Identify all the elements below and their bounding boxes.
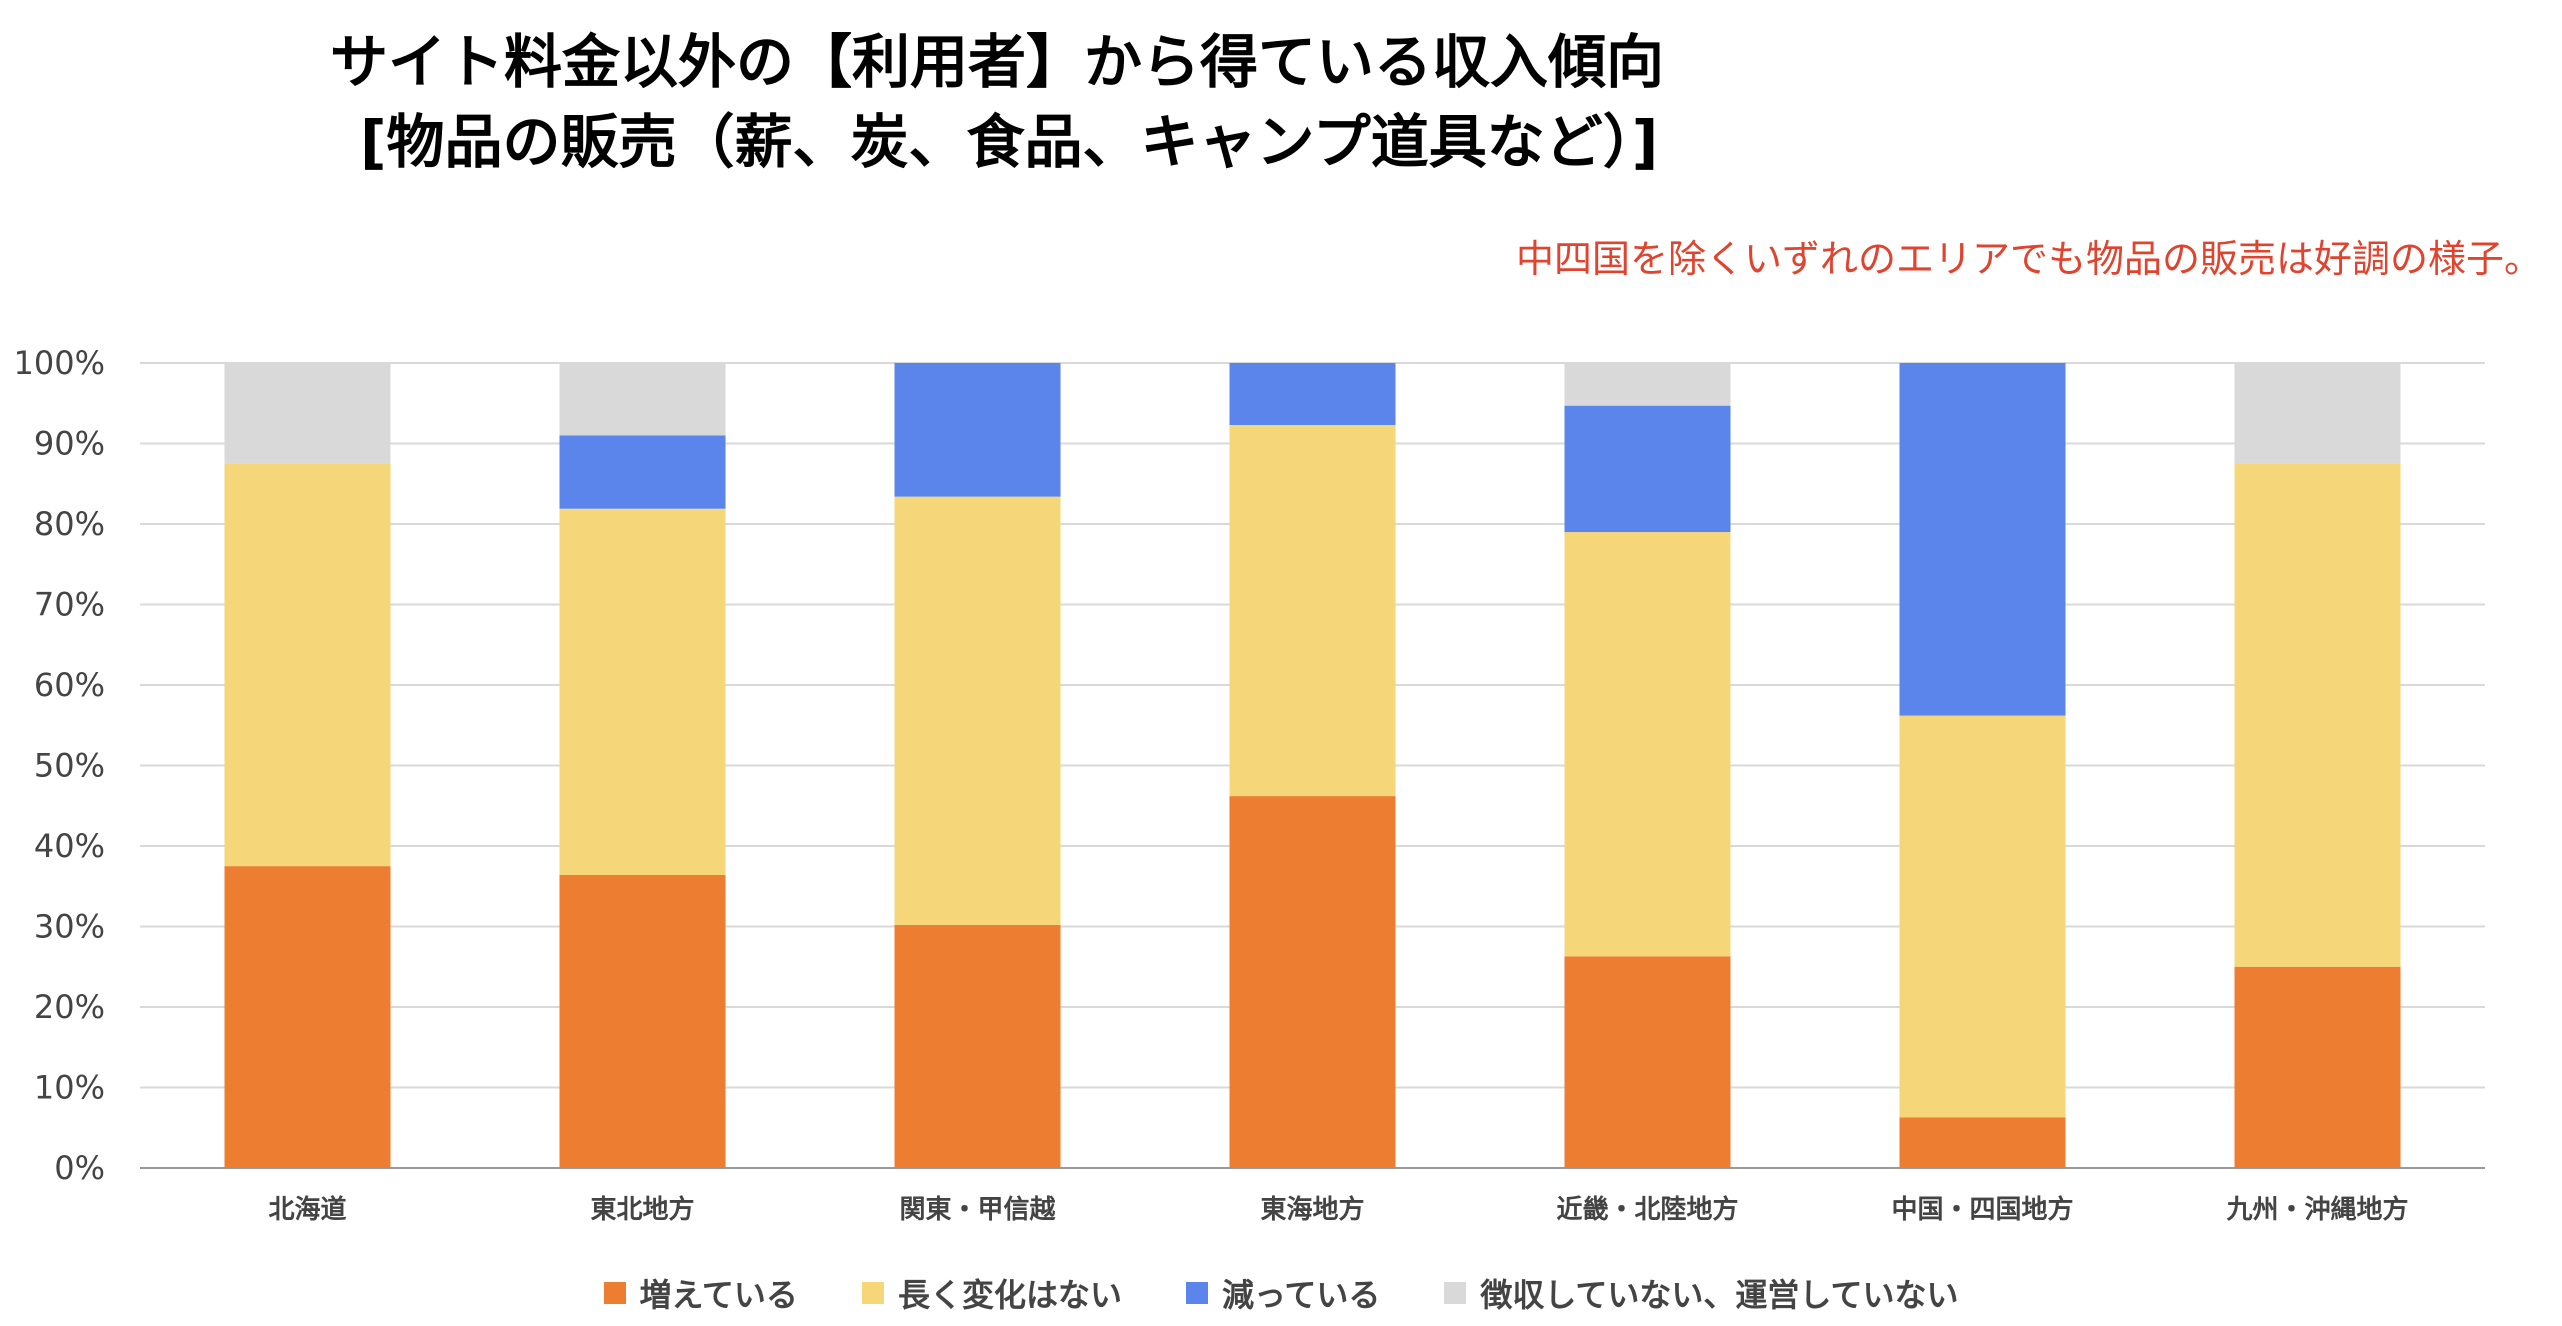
legend-swatch	[1444, 1282, 1467, 1304]
chart-title-line2: [物品の販売（薪、炭、食品、キャンプ道具など）]	[360, 108, 1659, 176]
bar-segment	[1229, 424, 1396, 797]
y-tick-label: 50%	[34, 747, 105, 785]
bar-segment	[559, 874, 726, 1168]
chart-legend: 増えている 長く変化はない 減っている 徴収していない、運営していない	[0, 1270, 2562, 1316]
legend-item: 徴収していない、運営していない	[1444, 1270, 1958, 1316]
bar-segment	[2234, 966, 2401, 1168]
legend-swatch	[861, 1282, 884, 1304]
x-tick-label: 東北地方	[590, 1194, 694, 1225]
bar-segment	[559, 435, 726, 509]
bar-segment	[224, 363, 391, 464]
bar-segment	[559, 508, 726, 875]
x-tick-label: 東海地方	[1260, 1194, 1364, 1225]
bar-segment	[1564, 363, 1731, 406]
y-tick-label: 40%	[34, 827, 105, 865]
bar-segment	[1564, 956, 1731, 1168]
x-tick-label: 近畿・北陸地方	[1556, 1194, 1738, 1225]
bar-segment	[1229, 363, 1396, 425]
bar-segment	[224, 463, 391, 867]
y-tick-label: 20%	[34, 988, 105, 1026]
x-tick-label: 中国・四国地方	[1891, 1194, 2073, 1225]
legend-label: 減っている	[1221, 1276, 1381, 1314]
legend-swatch	[603, 1282, 626, 1304]
x-tick-label: 関東・甲信越	[899, 1195, 1056, 1225]
bar-segment	[1564, 405, 1731, 533]
stacked-bar-chart: 0% 10% 20% 30% 40% 50% 60% 70% 80% 90% 100% 北海道 東北地方…	[14, 344, 2485, 1225]
legend-swatch	[1185, 1282, 1208, 1304]
bar-segment	[1899, 363, 2066, 716]
y-tick-label: 60%	[34, 666, 105, 704]
bar-segment	[1899, 715, 2066, 1118]
legend-item: 減っている	[1185, 1270, 1381, 1316]
y-tick-label: 10%	[34, 1069, 105, 1107]
legend-label: 増えている	[639, 1276, 798, 1314]
chart-title-line1: サイト料金以外の【利用者】から得ている収入傾向	[330, 28, 1665, 96]
y-tick-label: 30%	[34, 908, 105, 946]
bar-segment	[1564, 532, 1731, 957]
y-tick-label: 100%	[14, 344, 105, 382]
bar-segment	[559, 363, 726, 436]
legend-item: 増えている	[603, 1270, 798, 1316]
y-tick-label: 80%	[34, 505, 105, 543]
y-tick-label: 0%	[54, 1149, 105, 1187]
x-tick-label: 九州・沖縄地方	[2225, 1194, 2408, 1225]
bar-segment	[894, 496, 1061, 925]
y-tick-label: 70%	[34, 586, 105, 624]
legend-label: 長く変化はない	[897, 1276, 1122, 1314]
x-tick-label: 北海道	[268, 1194, 346, 1225]
y-tick-label: 90%	[34, 425, 105, 463]
chart-annotation: 中四国を除くいずれのエリアでも物品の販売は好調の様子。	[1515, 237, 2542, 281]
chart-title: サイト料金以外の【利用者】から得ている収入傾向 [物品の販売（薪、炭、食品、キャ…	[330, 22, 1930, 182]
legend-label: 徴収していない、運営していない	[1480, 1276, 1959, 1314]
bar-segment	[1229, 796, 1396, 1168]
bar-segment	[894, 924, 1061, 1168]
legend-item: 長く変化はない	[861, 1270, 1122, 1316]
bar-segment	[2234, 463, 2401, 967]
bar-segment	[1899, 1117, 2066, 1168]
bar-segment	[894, 363, 1061, 497]
bar-segment	[2234, 363, 2401, 464]
bar-segment	[224, 866, 391, 1168]
